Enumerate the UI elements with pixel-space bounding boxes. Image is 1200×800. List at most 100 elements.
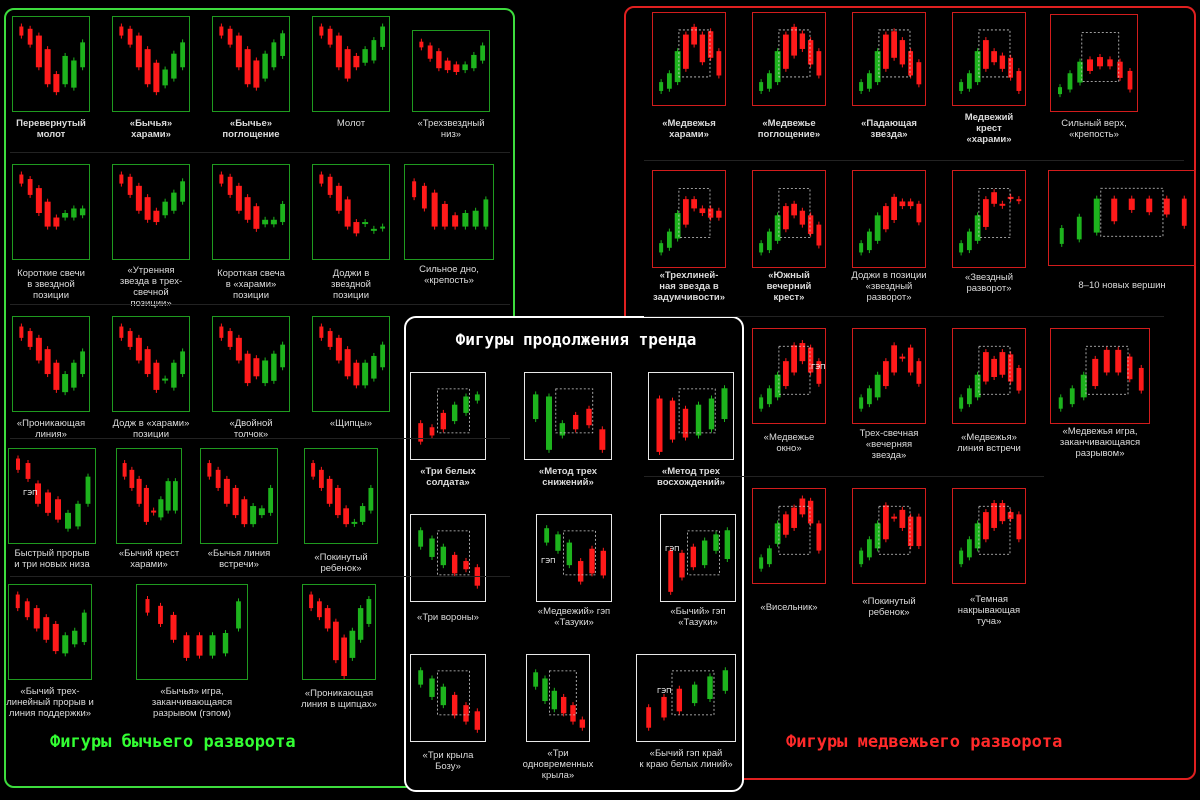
candlestick-chart xyxy=(759,23,822,94)
bearish-candle xyxy=(816,51,822,76)
bearish-candle xyxy=(782,206,789,230)
bearish-candle xyxy=(791,507,798,528)
bearish-candle xyxy=(707,31,714,58)
bearish-candle xyxy=(816,224,822,246)
pattern-caption: «Звездный разворот» xyxy=(964,272,1014,294)
bullish-candle xyxy=(418,530,424,547)
bearish-candle xyxy=(319,26,324,36)
candlestick-chart xyxy=(219,323,286,387)
pattern-caption: Короткая свеча в «харами» позиции xyxy=(217,268,285,301)
candlestick-chart xyxy=(656,385,728,455)
bullish-candle xyxy=(270,219,277,225)
bearish-candle xyxy=(707,208,714,218)
bullish-candle xyxy=(959,550,964,565)
bearish-candle xyxy=(153,362,160,390)
highlight-frame xyxy=(671,670,715,716)
candlestick-chart xyxy=(859,193,922,256)
bearish-candle xyxy=(463,705,469,722)
pattern-chart-frame: ГЭП xyxy=(752,328,826,424)
bullish-candle xyxy=(171,362,177,388)
pattern-caption: «Бычий» гэп «Тазуки» xyxy=(670,606,726,628)
bullish-candle xyxy=(463,396,469,413)
pattern-chart-frame xyxy=(1050,328,1150,424)
pattern-chart-frame xyxy=(648,372,734,460)
bearish-candle xyxy=(183,635,190,658)
bullish-candle xyxy=(774,374,781,398)
pattern-chart-frame xyxy=(410,372,486,460)
bearish-candle xyxy=(27,179,33,195)
bearish-candle xyxy=(1146,198,1153,213)
bullish-candle xyxy=(280,344,286,368)
bearish-candle xyxy=(144,49,151,85)
pattern-caption: «Покинутый ребенок» xyxy=(314,552,368,574)
bearish-candle xyxy=(907,201,914,207)
bearish-candle xyxy=(136,478,142,504)
candlestick-chart xyxy=(122,460,178,525)
bullish-candle xyxy=(429,538,435,557)
bearish-candle xyxy=(418,423,424,442)
bullish-candle xyxy=(271,42,277,68)
bullish-candle xyxy=(80,351,86,375)
bearish-candle xyxy=(1111,198,1118,222)
bearish-candle xyxy=(440,412,447,430)
bearish-candle xyxy=(690,546,697,568)
pattern-chart-frame: ГЭП xyxy=(536,514,612,602)
pattern-caption: «Темная накрывающая туча» xyxy=(957,594,1021,627)
bullish-candle xyxy=(555,534,561,551)
bullish-candle xyxy=(1093,198,1100,233)
bearish-candle xyxy=(429,427,435,436)
pattern-caption: «Трехзвездный низ» xyxy=(417,118,485,140)
candlestick-chart: ГЭП xyxy=(665,527,731,595)
bearish-candle xyxy=(343,508,350,525)
bullish-candle xyxy=(370,228,377,231)
pattern-chart-frame xyxy=(212,164,290,260)
bullish-candle xyxy=(566,542,573,566)
candlestick-chart xyxy=(1058,345,1144,412)
candlestick-chart: ГЭП xyxy=(759,340,825,412)
bearish-candle xyxy=(807,40,814,65)
bullish-candle xyxy=(472,210,479,227)
bullish-candle xyxy=(171,53,177,79)
bearish-candle xyxy=(119,174,124,184)
pattern-caption: «Медвежья харами» xyxy=(662,118,716,140)
pattern-chart-frame xyxy=(8,584,92,680)
candlestick-chart xyxy=(15,591,87,657)
bearish-candle xyxy=(560,696,567,714)
bearish-candle xyxy=(309,594,314,609)
bearish-candle xyxy=(916,203,922,223)
pattern-chart-frame xyxy=(12,316,90,412)
bullish-candle xyxy=(966,231,972,251)
pattern-caption: «Бычья» харами» xyxy=(129,118,173,140)
bullish-candle xyxy=(1076,216,1082,240)
row-separator xyxy=(644,476,1044,477)
bullish-candle xyxy=(766,388,772,405)
bullish-candle xyxy=(708,398,715,430)
bearish-candle xyxy=(341,637,348,676)
bearish-candle xyxy=(15,594,20,609)
bullish-candle xyxy=(380,26,386,47)
bullish-candle xyxy=(62,635,69,654)
bullish-candle xyxy=(533,672,539,687)
bearish-candle xyxy=(135,35,142,68)
bullish-candle xyxy=(724,530,731,559)
bearish-candle xyxy=(44,349,51,375)
bearish-candle xyxy=(600,550,607,576)
bearish-candle xyxy=(335,337,342,361)
bullish-candle xyxy=(959,243,964,253)
bearish-candle xyxy=(908,51,914,76)
bearish-candle xyxy=(235,337,242,361)
bullish-candle xyxy=(362,362,369,386)
bullish-candle xyxy=(966,388,972,405)
pattern-caption: «Проникающая линия» xyxy=(16,418,86,440)
bullish-candle xyxy=(759,82,764,91)
bearish-candle xyxy=(999,503,1006,522)
bearish-candle xyxy=(882,361,889,387)
bearish-candle xyxy=(899,201,906,207)
bearish-candle xyxy=(1087,59,1093,71)
candlestick-chart xyxy=(759,495,822,572)
bearish-candle xyxy=(215,469,221,488)
pattern-caption: Трех-свечная «вечерняя звезда» xyxy=(859,428,919,461)
bullish-reversal-title: Фигуры бычьего разворота xyxy=(50,732,296,752)
bearish-candle xyxy=(1007,354,1014,382)
bullish-candle xyxy=(171,192,177,211)
